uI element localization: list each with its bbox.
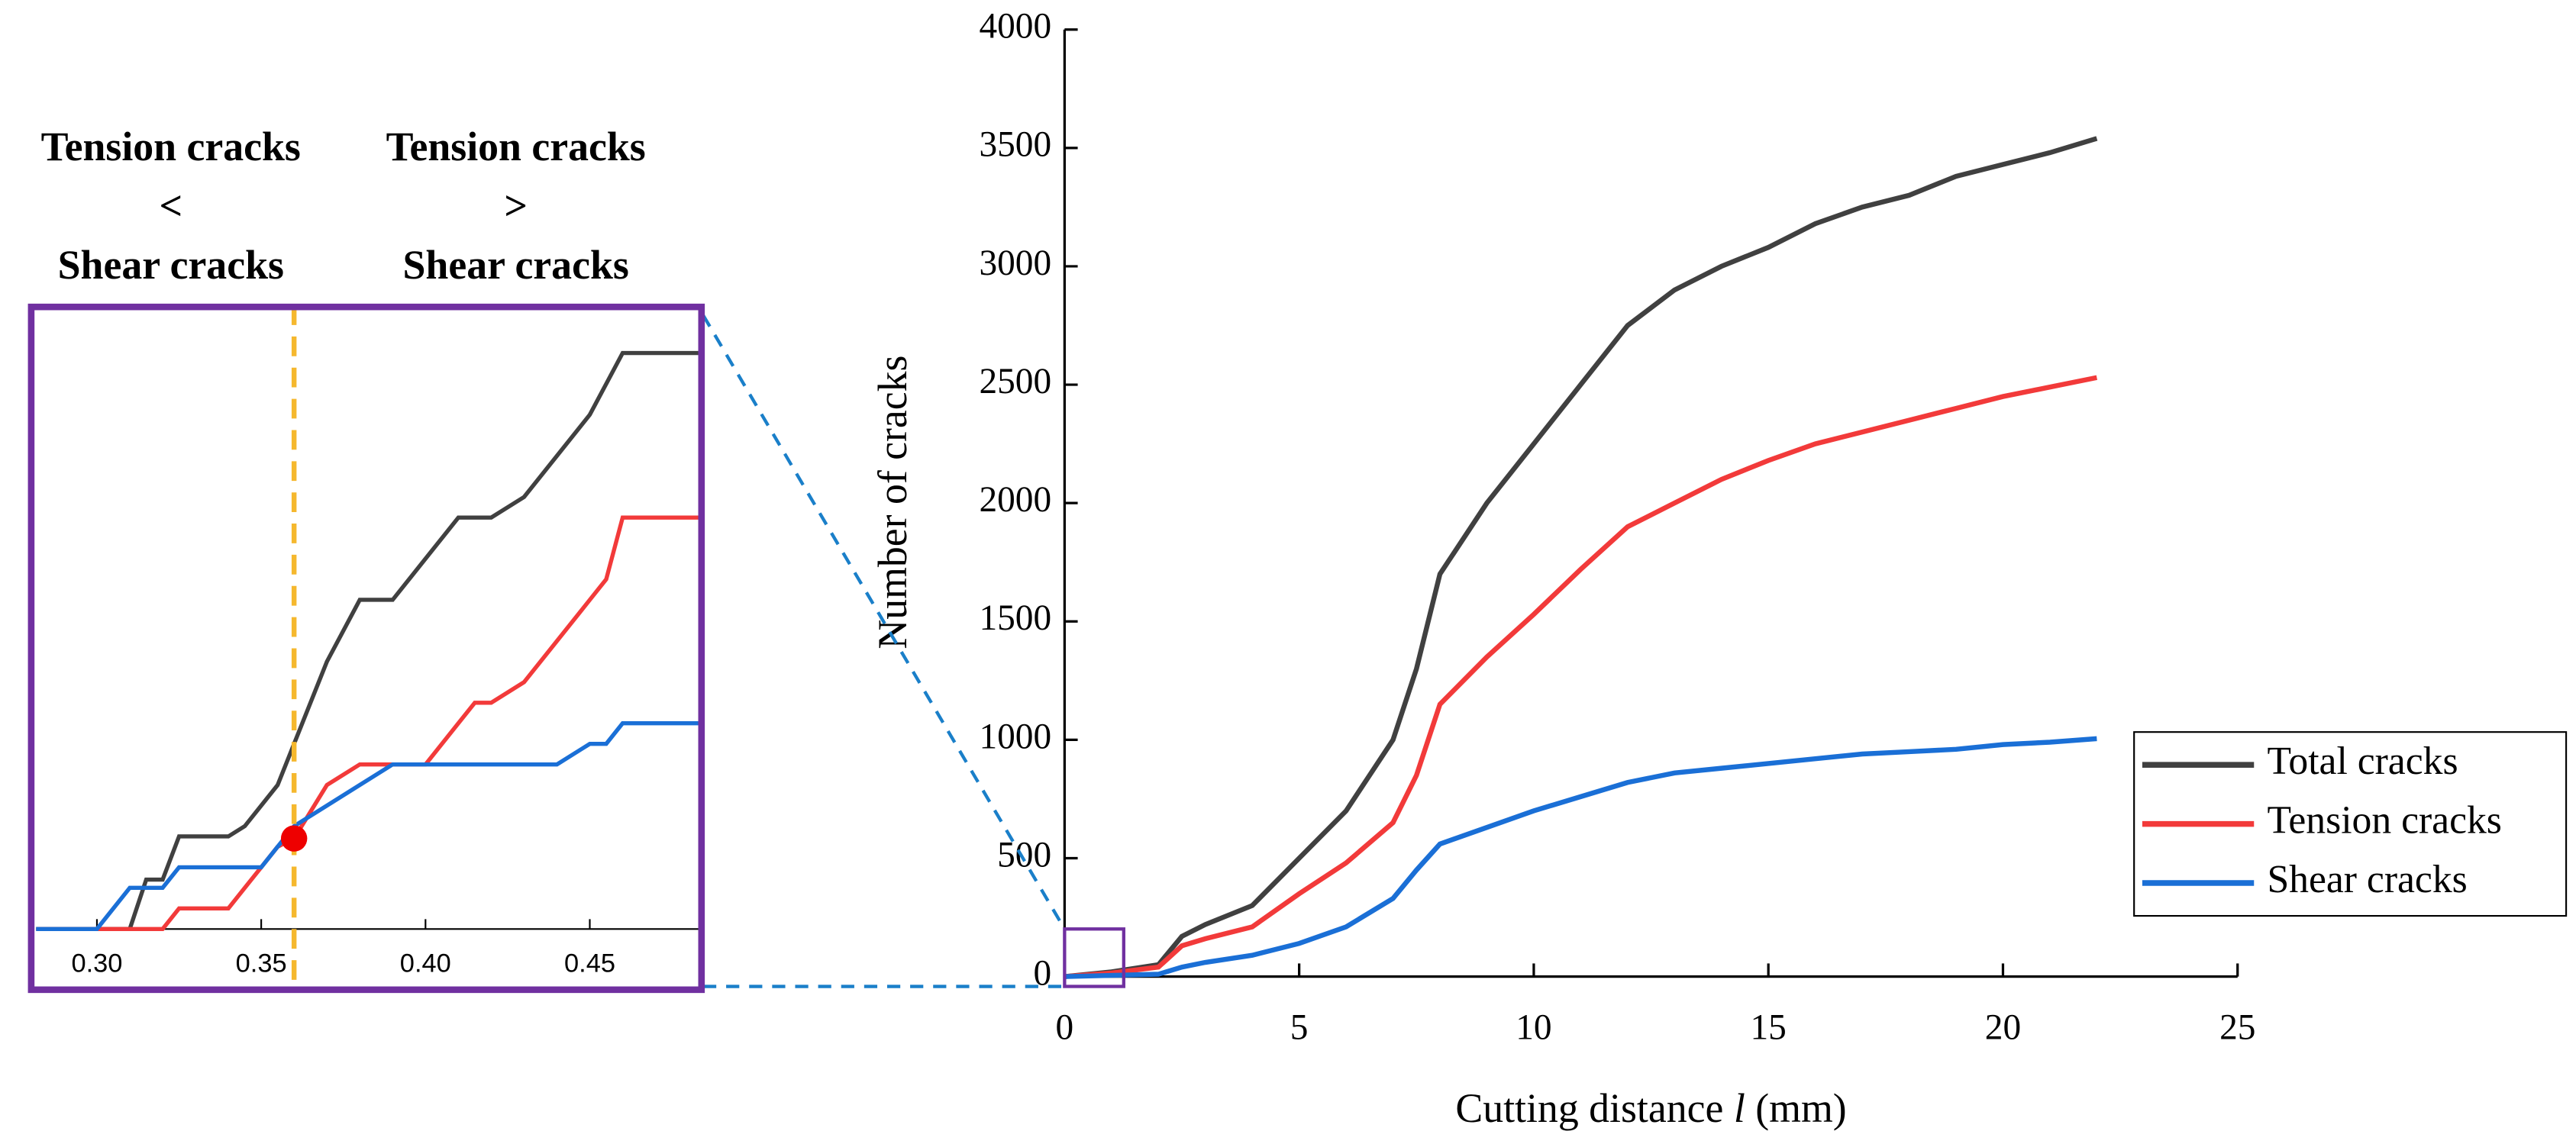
annotation: Tension cracks <box>386 124 646 169</box>
series-line <box>1064 736 2097 979</box>
series-line <box>36 350 699 931</box>
x-tick-label: 15 <box>1751 1007 1787 1047</box>
series-line <box>1064 375 2098 979</box>
annotation: Tension cracks <box>41 124 301 169</box>
legend-label: Shear cracks <box>2267 858 2467 901</box>
x-tick-label: 5 <box>1290 1007 1309 1047</box>
zoom-box <box>1063 927 1125 988</box>
y-tick-label: 1500 <box>979 598 1051 638</box>
y-tick-label: 3500 <box>979 125 1051 165</box>
y-tick-label: 4000 <box>979 7 1051 47</box>
annotation: Shear cracks <box>403 242 629 288</box>
inset-frame <box>27 303 705 994</box>
y-tick-label: 2000 <box>979 480 1051 520</box>
y-tick-label: 0 <box>1033 954 1051 994</box>
series-line <box>1064 136 2098 979</box>
annotation: Shear cracks <box>58 242 284 288</box>
legend-label: Tension cracks <box>2267 798 2501 842</box>
legend-label: Total cracks <box>2267 740 2458 783</box>
annotation: > <box>504 183 528 229</box>
y-tick-label: 1000 <box>979 717 1051 756</box>
series-line <box>36 515 699 931</box>
y-tick-label: 3000 <box>979 243 1051 283</box>
x-tick-label: 0 <box>1056 1007 1074 1047</box>
x-label-part: Cutting distance <box>1455 1085 1733 1131</box>
series-line <box>36 721 699 931</box>
intersection-marker <box>280 825 308 852</box>
x-tick-label: 0.35 <box>236 949 287 978</box>
x-tick-label: 0.30 <box>71 949 122 978</box>
x-tick-label: 0.40 <box>400 949 451 978</box>
x-label-part: (mm) <box>1745 1085 1847 1131</box>
x-tick-label: 10 <box>1516 1007 1551 1047</box>
y-tick-label: 2500 <box>979 362 1051 401</box>
x-label-part: l <box>1734 1085 1745 1131</box>
y-tick-label: 500 <box>997 835 1051 875</box>
x-tick-label: 20 <box>1985 1007 2021 1047</box>
annotation: < <box>159 183 182 229</box>
x-tick-label: 0.45 <box>564 949 615 978</box>
connector <box>702 314 1067 930</box>
x-tick-label: 25 <box>2219 1007 2255 1047</box>
x-axis-label: Cutting distance l (mm) <box>1455 1085 1846 1131</box>
y-axis-label: Number of cracks <box>870 356 915 649</box>
